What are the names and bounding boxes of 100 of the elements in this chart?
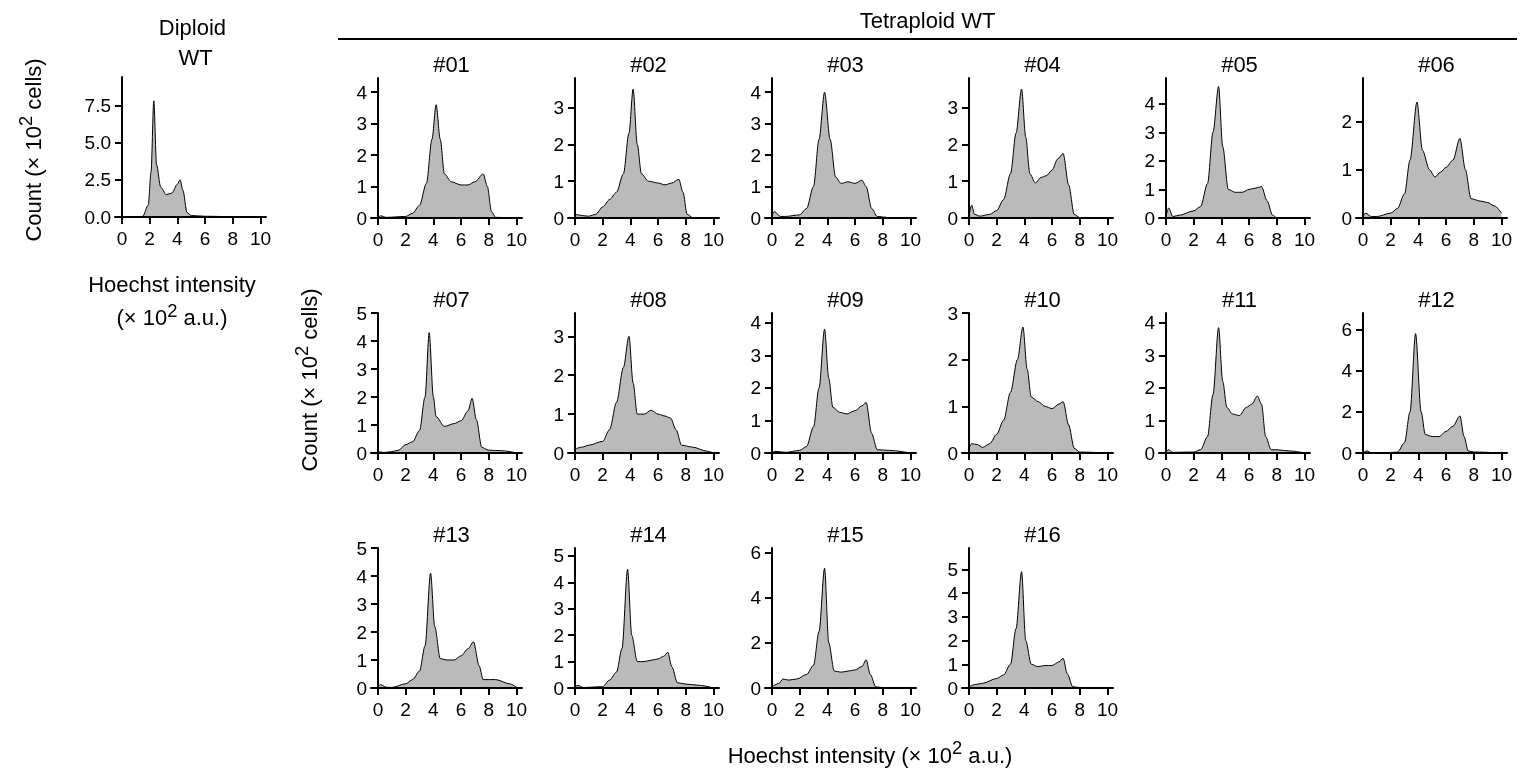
x-tick-label: 10: [505, 699, 528, 720]
y-tick-label: 4: [750, 312, 762, 334]
y-tick-label: 6: [750, 542, 761, 564]
x-tick-label: 4: [428, 699, 440, 720]
y-tick-label: 3: [750, 113, 761, 135]
x-tick-label: 4: [172, 228, 184, 249]
y-tick-label: 1: [1144, 178, 1155, 200]
y-tick-label: 4: [356, 330, 368, 352]
y-tick-label: 0: [947, 442, 958, 464]
y-tick-label: 5.0: [84, 132, 111, 154]
y-tick-label: 0.0: [84, 206, 111, 228]
x-axis-title: Hoechst intensity (× 10$^{2}$ a.u.): [727, 736, 1013, 769]
x-tick-label: 8: [227, 228, 239, 249]
x-tick-label: 0: [766, 464, 778, 485]
chart-title: #14: [630, 521, 667, 547]
x-tick-label: 2: [1385, 464, 1396, 485]
x-tick-label: 6: [455, 464, 467, 485]
x-tick-label: 4: [1216, 229, 1228, 250]
chart-title: #06: [1418, 51, 1455, 77]
y-tick-label: 4: [1144, 93, 1156, 115]
x-tick-label: 4: [625, 464, 637, 485]
x-tick-label: 4: [822, 699, 834, 720]
y-tick-label: 3: [1144, 121, 1155, 143]
x-tick-label: 8: [483, 699, 495, 720]
x-tick-label: 8: [680, 699, 692, 720]
x-tick-label: 6: [652, 464, 664, 485]
y-tick-label: 1: [553, 403, 564, 425]
text: Tetraploid WT: [338, 8, 1517, 40]
x-tick-label: 0: [372, 464, 384, 485]
y-tick-label: 5: [356, 537, 367, 559]
x-tick-label: 6: [1046, 229, 1058, 250]
x-tick-label: 2: [794, 699, 805, 720]
x-tick-label: 6: [455, 699, 467, 720]
x-tick-label: 2: [794, 229, 805, 250]
y-tick-label: 4: [356, 565, 368, 587]
chart-title: #09: [827, 286, 864, 312]
x-tick-label: 2: [1188, 464, 1199, 485]
x-tick-label: 8: [1271, 229, 1283, 250]
x-tick-label: 2: [794, 464, 805, 485]
x-tick-label: 2: [597, 229, 608, 250]
x-tick-label: 10: [505, 229, 528, 250]
y-tick-label: 7.5: [84, 94, 111, 116]
chart-title: #16: [1024, 521, 1061, 547]
x-tick-label: 10: [899, 699, 922, 720]
y-tick-label: 2: [356, 621, 367, 643]
x-tick-label: 4: [1216, 464, 1228, 485]
x-tick-label: 10: [249, 228, 272, 249]
x-tick-label: 2: [991, 229, 1002, 250]
x-tick-label: 6: [652, 699, 664, 720]
x-tick-label: 8: [1271, 464, 1283, 485]
x-tick-label: 6: [1440, 229, 1452, 250]
x-tick-label: 4: [822, 229, 834, 250]
x-tick-label: 6: [1046, 699, 1058, 720]
chart-title: #03: [827, 51, 864, 77]
y-tick-label: 1: [356, 414, 367, 436]
y-tick-label: 0: [1144, 442, 1155, 464]
x-tick-label: 10: [702, 699, 725, 720]
x-tick-label: 0: [766, 699, 778, 720]
x-tick-label: 8: [877, 699, 889, 720]
x-tick-label: 0: [569, 699, 581, 720]
y-tick-label: 1: [1144, 409, 1155, 431]
x-tick-label: 0: [1160, 229, 1172, 250]
y-tick-label: 1: [750, 176, 761, 198]
y-tick-label: 2: [356, 386, 367, 408]
x-tick-label: 2: [1188, 229, 1199, 250]
x-tick-label: 0: [963, 464, 975, 485]
y-tick-label: 1: [947, 395, 958, 417]
chart-title: #05: [1221, 51, 1258, 77]
y-tick-label: 1: [553, 651, 564, 673]
x-tick-label: 10: [1490, 229, 1513, 250]
y-tick-label: 4: [947, 582, 959, 604]
y-tick-label: 2: [553, 364, 564, 386]
x-tick-label: 4: [625, 699, 637, 720]
x-tick-label: 0: [372, 699, 384, 720]
y-tick-label: 2: [553, 133, 564, 155]
x-tick-label: 8: [877, 229, 889, 250]
y-tick-label: 0: [1341, 207, 1352, 229]
x-tick-label: 8: [1074, 229, 1086, 250]
y-tick-label: 0: [947, 677, 958, 699]
x-tick-label: 0: [569, 229, 581, 250]
y-tick-label: 0: [947, 207, 958, 229]
x-tick-label: 0: [1357, 229, 1369, 250]
x-tick-label: 10: [1096, 464, 1119, 485]
x-tick-label: 6: [849, 464, 861, 485]
x-tick-label: 0: [963, 229, 975, 250]
x-tick-label: 6: [1440, 464, 1452, 485]
x-tick-label: 6: [849, 699, 861, 720]
y-tick-label: 0: [356, 442, 367, 464]
y-tick-label: 0: [553, 677, 564, 699]
chart-title: #12: [1418, 286, 1455, 312]
y-tick-label: 4: [1144, 312, 1156, 334]
x-tick-label: 2: [400, 464, 411, 485]
x-tick-label: 4: [428, 229, 440, 250]
y-tick-label: 4: [553, 571, 565, 593]
chart-title: #04: [1024, 51, 1061, 77]
y-tick-label: 2: [750, 144, 761, 166]
y-tick-label: 2: [1341, 401, 1352, 423]
y-tick-label: 3: [1144, 344, 1155, 366]
y-tick-label: 2: [947, 630, 958, 652]
x-tick-label: 10: [505, 464, 528, 485]
